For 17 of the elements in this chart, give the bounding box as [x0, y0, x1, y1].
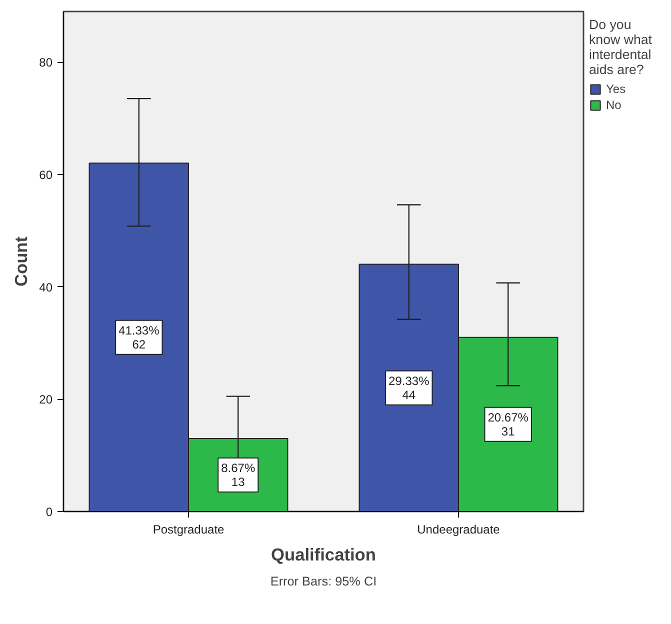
y-tick-label: 60: [39, 168, 53, 182]
y-tick-label: 40: [39, 280, 53, 294]
data-label: 8.67% 13: [221, 460, 256, 489]
legend-title: Do you know what interdental aids are?: [589, 17, 652, 77]
y-tick-label: 20: [39, 392, 53, 407]
x-tick-label: Postgraduate: [152, 522, 225, 536]
data-label: 41.33% 62: [118, 323, 160, 352]
data-label: 29.33% 44: [388, 374, 430, 402]
legend-label: Yes: [606, 82, 626, 96]
text: Error Bars: 95% CI: [270, 574, 377, 588]
y-tick-label: 80: [39, 56, 53, 70]
x-tick-label: Undeegraduate: [417, 522, 500, 536]
y-axis-title: Count: [11, 236, 32, 287]
y-tick-label: 0: [46, 505, 53, 519]
data-label: 20.67% 31: [488, 410, 529, 438]
legend-label: No: [606, 98, 622, 112]
x-axis-title: Qualification: [271, 544, 376, 564]
